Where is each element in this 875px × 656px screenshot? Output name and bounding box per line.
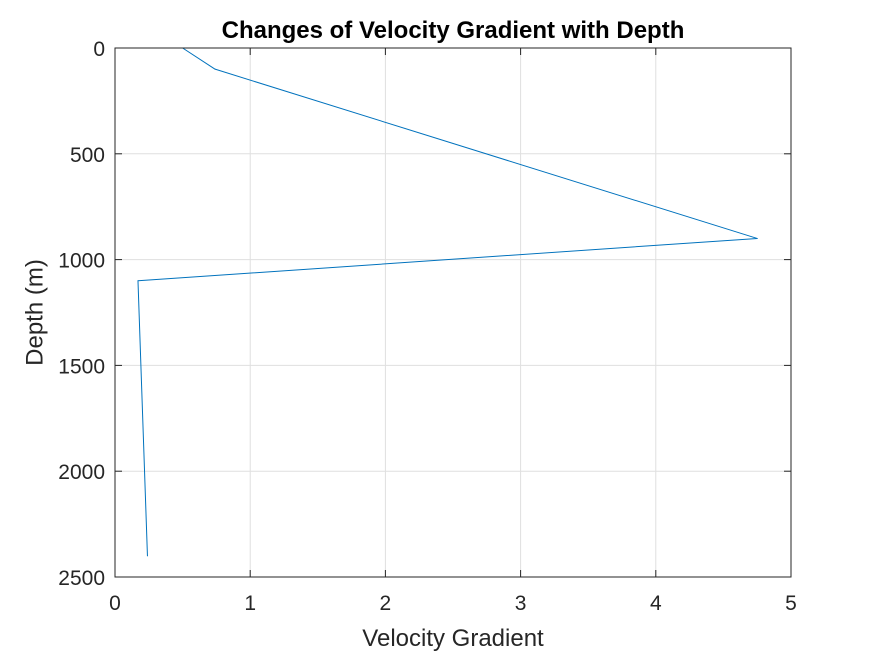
data-point	[137, 280, 139, 282]
y-axis-label: Depth (m)	[21, 259, 48, 366]
y-tick-label: 1000	[58, 250, 105, 273]
x-tick-label: 4	[650, 592, 662, 615]
y-tick-label: 2000	[58, 461, 105, 484]
data-point	[214, 68, 216, 70]
plot-area	[115, 48, 791, 577]
x-axis-label: Velocity Gradient	[362, 625, 544, 652]
x-tick-label: 2	[380, 592, 392, 615]
grid	[114, 47, 792, 578]
chart-title: Changes of Velocity Gradient with Depth	[222, 17, 685, 44]
x-tick-label: 5	[785, 592, 797, 615]
y-tick-label: 500	[70, 144, 105, 167]
x-tick-label: 1	[244, 592, 256, 615]
x-tick-label: 3	[515, 592, 527, 615]
data-point	[146, 555, 148, 557]
ticks: 0 1 2 3 4 5 0 500 1000 1500 2000 2500	[58, 38, 797, 615]
y-tick-label: 0	[93, 38, 105, 61]
y-tick-label: 1500	[58, 355, 105, 378]
axes-box	[114, 47, 792, 578]
x-tick-label: 0	[109, 592, 121, 615]
y-tick-label: 2500	[58, 567, 105, 590]
data-point	[756, 237, 758, 239]
